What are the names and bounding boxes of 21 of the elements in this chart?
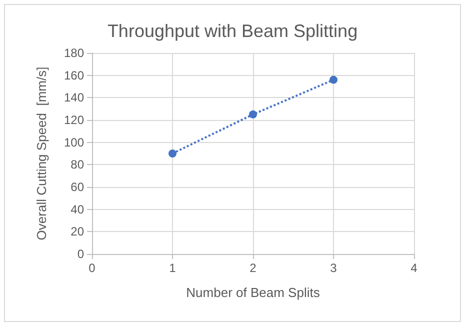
y-axis-title: Overall Cutting Speed [mm/s] [34, 66, 49, 240]
y-tick-label: 180 [64, 46, 84, 60]
point [330, 76, 338, 84]
x-tick-label: 2 [250, 261, 257, 275]
y-tick-label: 100 [64, 135, 84, 150]
x-axis-title: Number of Beam Splits [186, 285, 320, 300]
y-tick-label: 0 [77, 247, 84, 261]
x-tick-label: 3 [330, 261, 338, 275]
point [249, 110, 257, 118]
y-tick-label: 20 [70, 224, 84, 239]
y-tick-label: 120 [64, 113, 84, 127]
chart-title: Throughput with Beam Splitting [107, 21, 358, 41]
x-tick-label: 4 [410, 261, 418, 275]
x-tick-label: 1 [169, 261, 176, 275]
point [168, 150, 176, 158]
y-tick-label: 40 [70, 202, 84, 216]
y-tick-label: 80 [70, 158, 84, 172]
x-tick-label: 0 [88, 261, 96, 275]
y-tick-label: 140 [64, 90, 84, 105]
y-tick-label: 160 [64, 68, 84, 82]
y-tick-label: 60 [70, 180, 84, 194]
